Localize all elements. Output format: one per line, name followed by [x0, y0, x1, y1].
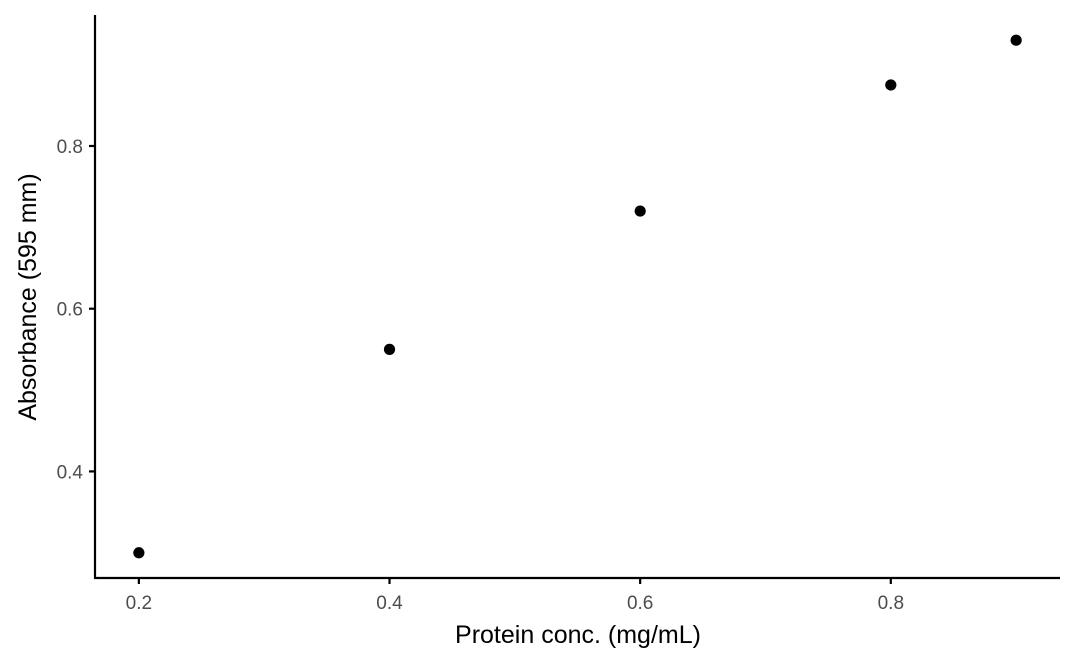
- data-point: [133, 547, 145, 559]
- x-axis-ticks: 0.2 0.4 0.6 0.8: [126, 578, 904, 614]
- data-point: [383, 343, 396, 355]
- y-tick-label: 0.4: [57, 462, 84, 483]
- y-axis-ticks: 0.4 0.6 0.8: [57, 137, 95, 483]
- x-tick-label: 0.4: [376, 593, 403, 614]
- plot-panel: 0.4 0.6 0.8 0.2 0.4 0.6 0.8: [57, 15, 1060, 614]
- x-tick-label: 0.6: [627, 593, 653, 614]
- x-tick-label: 0.2: [126, 593, 152, 614]
- y-axis-title: Absorbance (595 mm): [14, 173, 42, 420]
- data-point: [885, 79, 897, 91]
- y-tick-label: 0.6: [57, 300, 83, 321]
- x-tick-label: 0.8: [878, 593, 904, 614]
- data-point: [1010, 34, 1022, 46]
- x-axis-title: Protein conc. (mg/mL): [455, 621, 701, 649]
- data-points: [133, 34, 1022, 559]
- y-tick-label: 0.8: [57, 137, 83, 158]
- data-point: [634, 205, 646, 217]
